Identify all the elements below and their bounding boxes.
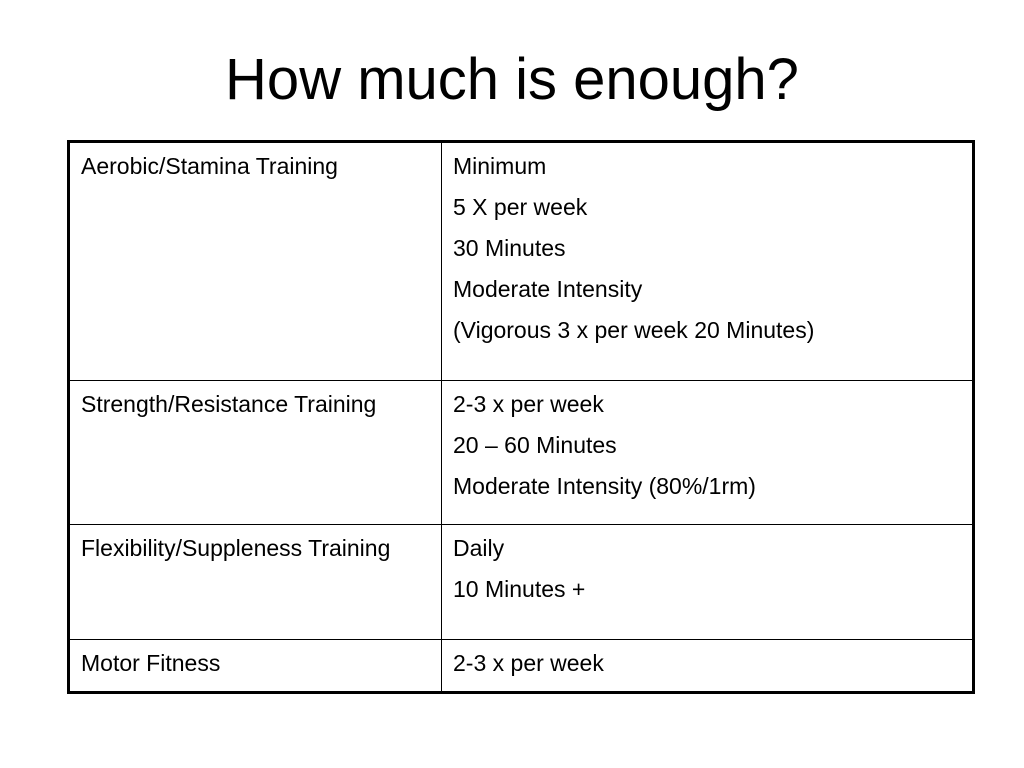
table-row-aerobic: Aerobic/Stamina Training Minimum 5 X per… (68, 141, 974, 381)
category-cell: Motor Fitness (68, 639, 442, 693)
exercise-guidelines-table: Aerobic/Stamina Training Minimum 5 X per… (67, 140, 975, 694)
category-cell: Aerobic/Stamina Training (68, 141, 442, 381)
table-row-strength: Strength/Resistance Training 2-3 x per w… (68, 380, 974, 525)
table-container: Aerobic/Stamina Training Minimum 5 X per… (67, 140, 975, 694)
detail-line: Moderate Intensity (80%/1rm) (453, 473, 756, 499)
category-label: Motor Fitness (81, 650, 221, 676)
detail-line: Daily (453, 535, 505, 561)
table-row-flexibility: Flexibility/Suppleness Training Daily 10… (68, 524, 974, 640)
detail-line: 5 X per week (453, 194, 588, 220)
details-cell: Daily 10 Minutes + (441, 524, 974, 640)
detail-line: 30 Minutes (453, 235, 566, 261)
detail-line: 20 – 60 Minutes (453, 432, 617, 458)
category-label: Aerobic/Stamina Training (81, 153, 338, 179)
category-label: Strength/Resistance Training (81, 391, 377, 417)
slide-title: How much is enough? (225, 47, 799, 112)
detail-line: (Vigorous 3 x per week 20 Minutes) (453, 317, 815, 343)
table-row-motor: Motor Fitness 2-3 x per week (68, 639, 974, 693)
details-cell: Minimum 5 X per week 30 Minutes Moderate… (441, 141, 974, 381)
category-label: Flexibility/Suppleness Training (81, 535, 391, 561)
detail-line: 10 Minutes + (453, 576, 586, 602)
category-cell: Flexibility/Suppleness Training (68, 524, 442, 640)
category-cell: Strength/Resistance Training (68, 380, 442, 525)
detail-line: Moderate Intensity (453, 276, 643, 302)
details-cell: 2-3 x per week 20 – 60 Minutes Moderate … (441, 380, 974, 525)
details-cell: 2-3 x per week (441, 639, 974, 693)
detail-line: 2-3 x per week (453, 650, 604, 676)
detail-line: 2-3 x per week (453, 391, 604, 417)
detail-line: Minimum (453, 153, 547, 179)
